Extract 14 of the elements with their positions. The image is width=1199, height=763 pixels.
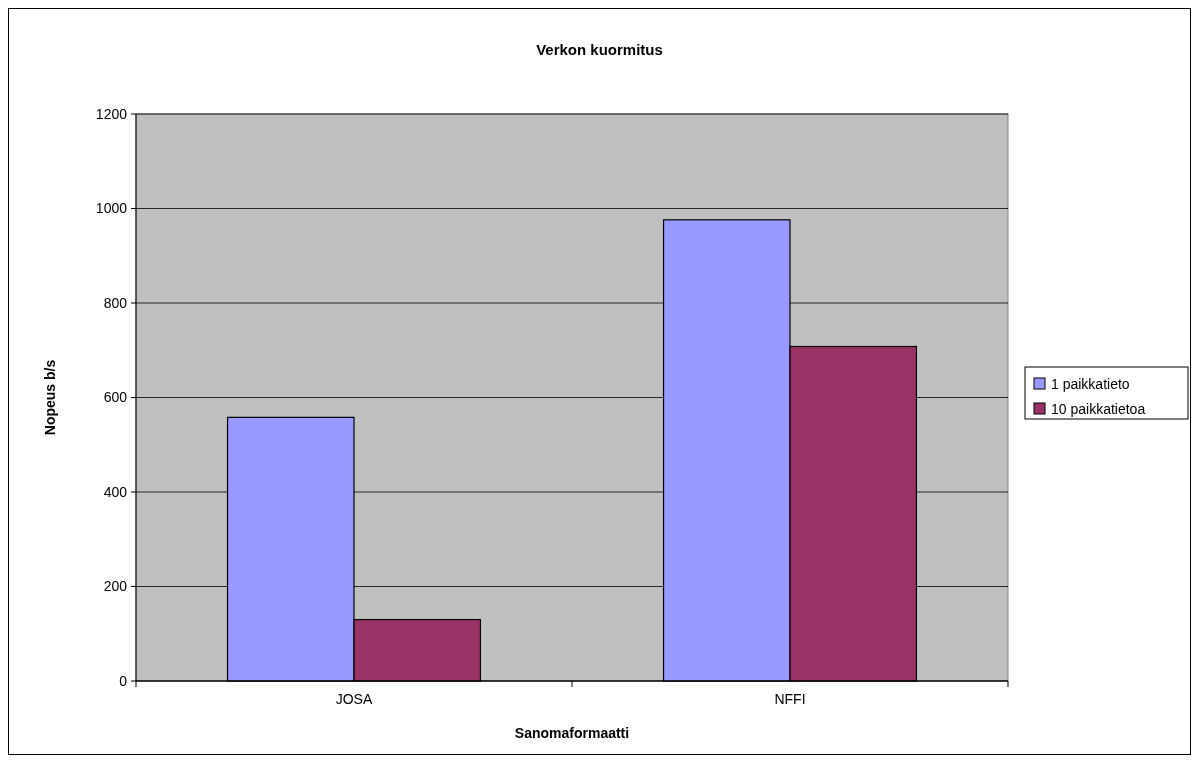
y-tick-label: 400 <box>103 483 128 500</box>
y-tick-label: 800 <box>103 294 128 311</box>
x-tick-label: JOSA <box>335 691 373 707</box>
y-tick-label: 200 <box>103 578 128 595</box>
x-tick-label: NFFI <box>774 691 806 707</box>
y-tick-label: 0 <box>119 672 128 689</box>
y-tick-label: 600 <box>103 389 128 406</box>
chart-title: Verkon kuormitus <box>536 41 663 58</box>
x-axis-title: Sanomaformaatti <box>514 725 630 741</box>
y-tick-label: 1200 <box>95 105 128 122</box>
legend-label: 1 paikkatieto <box>1051 375 1130 392</box>
legend-label: 10 paikkatietoa <box>1051 400 1146 417</box>
y-axis-title: Nopeus b/s <box>42 359 58 436</box>
y-tick-label: 1000 <box>95 200 128 217</box>
